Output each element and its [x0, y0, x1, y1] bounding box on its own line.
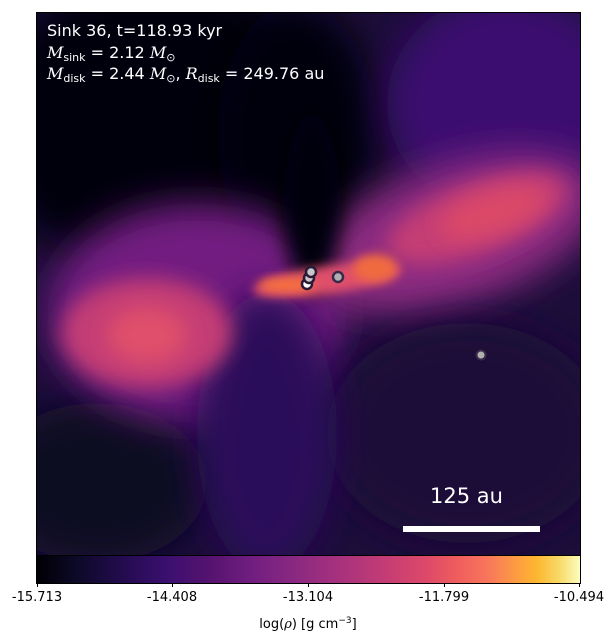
- sink-title-label: Sink 36, t=118.93 kyr: [47, 21, 223, 40]
- colorbar-label-rho: ρ: [284, 617, 292, 632]
- disk-left-knot: [107, 307, 187, 363]
- outflow-lower-lobe: [197, 293, 337, 556]
- msink-symbol: M: [47, 43, 64, 62]
- colorbar-tick: [308, 583, 309, 587]
- colorbar-tick: [37, 583, 38, 587]
- colorbar-tick-label: -10.494: [553, 590, 605, 605]
- mdisk-unit: M: [149, 64, 167, 83]
- colorbar-tick-label: -13.104: [282, 590, 334, 605]
- density-map: [37, 13, 580, 556]
- colorbar-tick-label: -11.799: [418, 590, 470, 605]
- colorbar-label-prefix: log(: [259, 617, 285, 632]
- msink-value: = 2.12: [85, 43, 150, 62]
- colorbar-tick: [172, 583, 173, 587]
- scale-bar-label: 125 au: [430, 484, 503, 508]
- disk-right-knot: [439, 187, 545, 239]
- rdisk-separator: ,: [175, 64, 186, 83]
- inner-disk-core: [259, 278, 315, 292]
- msink-unit: M: [149, 43, 167, 62]
- colorbar-tick: [579, 583, 580, 587]
- rdisk-value: = 249.76 au: [219, 64, 325, 83]
- colorbar-label-unit: ) [g cm: [291, 617, 339, 632]
- msink-subscript: sink: [63, 51, 86, 64]
- colorbar-label: log(ρ) [g cm−3]: [259, 613, 356, 633]
- low-density-region-bottom-left: [37, 403, 207, 556]
- colorbar-tick: [444, 583, 445, 587]
- mdisk-subscript: disk: [63, 72, 86, 85]
- disk-mass-radius-label: Mdisk = 2.44 M⊙, Rdisk = 249.76 au: [47, 64, 324, 89]
- colorbar-tick-label: -15.713: [11, 590, 63, 605]
- outflow-cavity: [284, 113, 340, 293]
- colorbar-label-exponent: −3: [338, 616, 352, 626]
- disk-bright-knot: [353, 254, 397, 282]
- sink-mass-label: Msink = 2.12 M⊙: [47, 43, 175, 68]
- sink-particle: [304, 265, 318, 279]
- colorbar: [36, 555, 581, 584]
- mdisk-symbol: M: [47, 64, 64, 83]
- rdisk-subscript: disk: [197, 72, 220, 85]
- mdisk-value: = 2.44: [85, 64, 150, 83]
- colorbar-tick-label: -14.408: [146, 590, 198, 605]
- rdisk-symbol: R: [185, 64, 198, 83]
- msink-unit-subscript: ⊙: [166, 51, 176, 64]
- colorbar-label-suffix: ]: [351, 617, 357, 632]
- density-map-panel: [36, 12, 581, 557]
- mdisk-unit-subscript: ⊙: [166, 72, 176, 85]
- sink-particle: [331, 270, 345, 284]
- low-density-region-bottom-right: [327, 323, 580, 543]
- scale-bar: [403, 526, 540, 532]
- sink-particle: [475, 349, 487, 361]
